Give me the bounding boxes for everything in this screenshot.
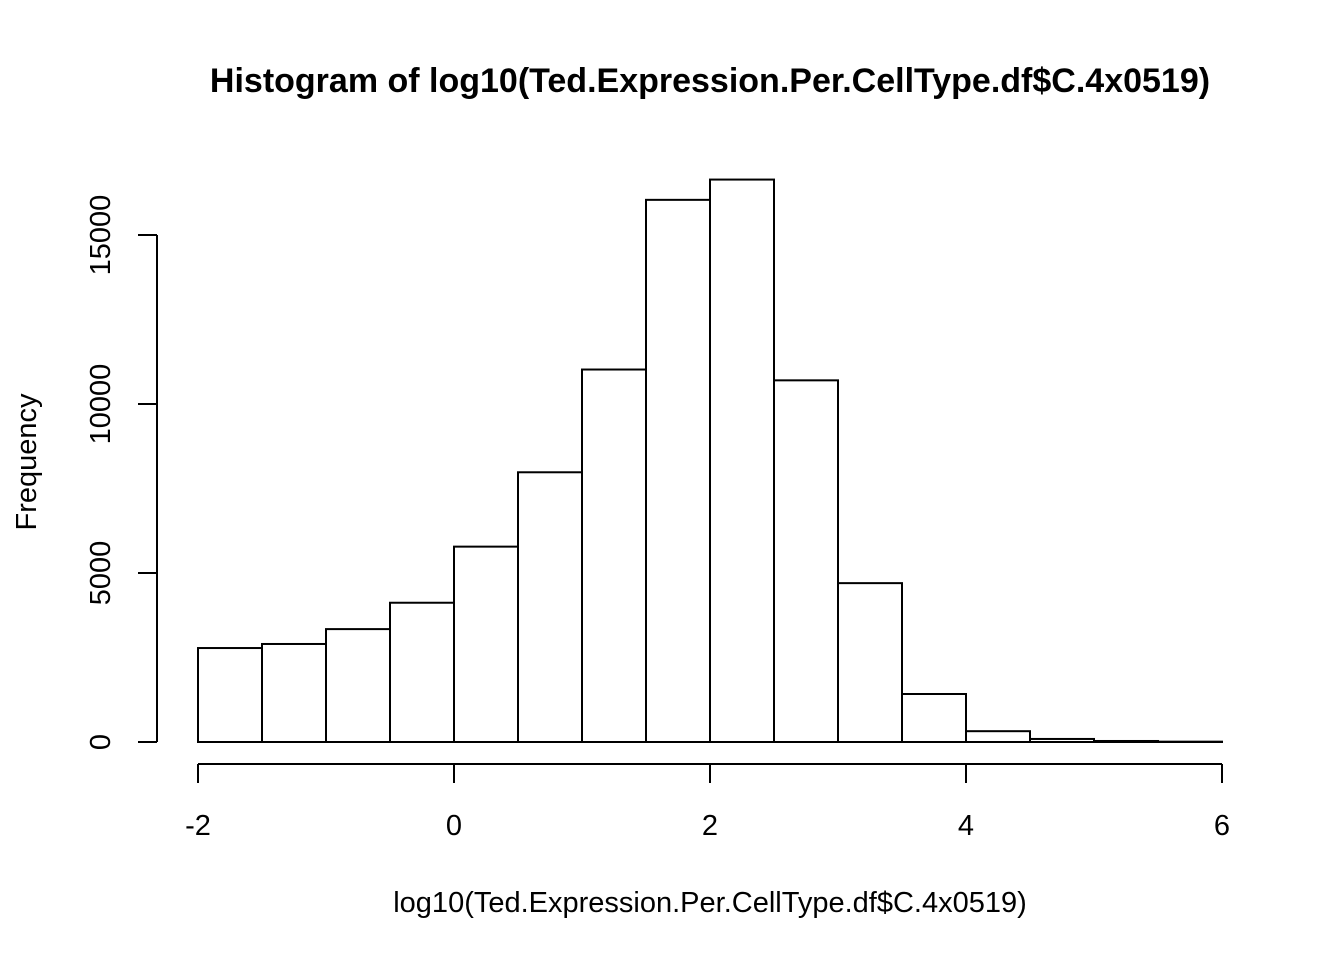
histogram-bar: [901, 693, 967, 744]
histogram-bar: [709, 178, 775, 743]
histogram-bar: [389, 601, 455, 744]
y-axis-title: Frequency: [11, 393, 43, 531]
histogram-bar: [517, 471, 583, 743]
x-tick-label: 6: [1214, 810, 1230, 842]
histogram-bar: [261, 642, 327, 743]
histogram-bars: [197, 178, 1223, 744]
histogram-bar: [325, 628, 391, 743]
y-tick-label: 5000: [85, 541, 117, 606]
y-axis-ticks: 0 5000 10000 15000: [85, 195, 157, 750]
y-tick-label: 10000: [85, 364, 117, 445]
x-tick-label: -2: [185, 810, 211, 842]
x-tick-label: 0: [446, 810, 462, 842]
x-axis-ticks: -2 0 2 4 6: [185, 764, 1230, 842]
x-tick-label: 4: [958, 810, 974, 842]
histogram-bar: [453, 545, 519, 743]
histogram-bar: [581, 368, 647, 743]
histogram-bar: [773, 379, 839, 743]
histogram-bar: [965, 730, 1031, 744]
x-tick-label: 2: [702, 810, 718, 842]
chart-title: Histogram of log10(Ted.Expression.Per.Ce…: [210, 62, 1210, 100]
histogram-bar: [645, 198, 711, 743]
y-tick-label: 0: [85, 734, 117, 750]
histogram-bar: [837, 582, 903, 744]
histogram-bar: [1093, 739, 1159, 744]
histogram-bar: [1029, 737, 1095, 744]
y-tick-label: 15000: [85, 195, 117, 276]
x-axis-title: log10(Ted.Expression.Per.CellType.df$C.4…: [393, 887, 1027, 919]
histogram-bar: [197, 647, 263, 744]
